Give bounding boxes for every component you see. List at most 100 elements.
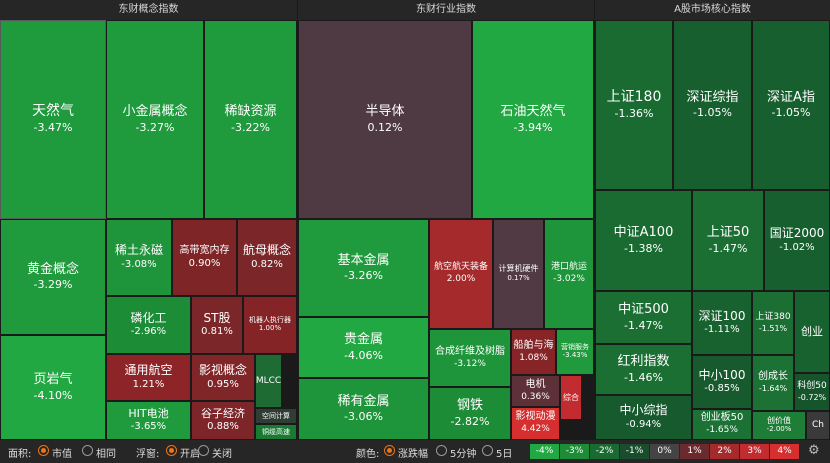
- area-label: 面积:: [8, 449, 32, 460]
- tile-36[interactable]: 深证A指 -1.05%: [752, 20, 830, 190]
- tile-change: -3.12%: [454, 358, 486, 369]
- area-marketcap-radio[interactable]: [38, 445, 49, 456]
- tile-31[interactable]: 电机 0.36%: [511, 375, 560, 407]
- tile-42[interactable]: 上证380 -1.51%: [752, 291, 794, 355]
- tile-change: -1.51%: [758, 323, 788, 333]
- tile-34[interactable]: 上证180 -1.36%: [595, 20, 673, 190]
- header-industry: 东财行业指数: [298, 0, 594, 20]
- gear-icon[interactable]: ⚙: [808, 443, 820, 458]
- tile-change: 1.08%: [519, 352, 548, 363]
- area-equal-radio[interactable]: [82, 445, 93, 456]
- tile-name: 谷子经济: [201, 406, 245, 420]
- tile-name: 港口航运: [550, 262, 587, 273]
- legend-swatch: 1%: [680, 444, 709, 459]
- tile-change: 0.17%: [507, 273, 530, 282]
- tile-5[interactable]: 页岩气 -4.10%: [0, 335, 106, 440]
- area-marketcap-label[interactable]: 市值: [52, 449, 72, 460]
- tile-name: 空间计算: [262, 411, 290, 420]
- tile-16[interactable]: 谷子经济 0.88%: [191, 401, 255, 440]
- tile-20[interactable]: 石油天然气 -3.94%: [472, 20, 594, 219]
- legend-swatch: -4%: [530, 444, 559, 459]
- tile-39[interactable]: 国证2000 -1.02%: [764, 190, 830, 291]
- tile-name: 稀缺资源: [224, 104, 277, 119]
- float-on-label[interactable]: 开启: [180, 449, 200, 460]
- tile-22[interactable]: 航空航天装备 2.00%: [429, 219, 493, 329]
- tile-48[interactable]: 中小综指 -0.94%: [595, 395, 692, 440]
- color-5day-radio[interactable]: [482, 445, 493, 456]
- legend-swatch: -1%: [620, 444, 649, 459]
- tile-11[interactable]: 机器人执行器 1.00%: [243, 296, 297, 354]
- tile-change: -3.22%: [231, 120, 270, 134]
- tile-12[interactable]: 通用航空 1.21%: [106, 354, 191, 401]
- tile-23[interactable]: 计算机硬件 0.17%: [493, 219, 544, 329]
- tile-18[interactable]: 铜缆高速: [255, 424, 297, 440]
- tile-name: Ch: [812, 420, 824, 431]
- color-5day-label[interactable]: 5日: [496, 449, 513, 460]
- tile-change: -3.26%: [344, 269, 383, 283]
- tile-6[interactable]: 稀土永磁 -3.08%: [106, 219, 172, 296]
- tile-change: 0.90%: [188, 257, 221, 269]
- tile-name: 小金属概念: [122, 104, 188, 119]
- float-on-radio[interactable]: [166, 445, 177, 456]
- tile-name: 影视概念: [198, 363, 247, 378]
- tile-name: 通用航空: [124, 363, 173, 378]
- tile-35[interactable]: 深证综指 -1.05%: [673, 20, 752, 190]
- tile-17[interactable]: 空间计算: [255, 408, 297, 424]
- tile-46[interactable]: 创成长 -1.64%: [752, 355, 794, 411]
- tile-10[interactable]: ST股 0.81%: [191, 296, 243, 354]
- tile-51[interactable]: Ch: [806, 411, 830, 440]
- tile-45[interactable]: 中小100 -0.85%: [692, 355, 752, 409]
- tile-38[interactable]: 上证50 -1.47%: [692, 190, 764, 291]
- tile-change: -1.02%: [779, 241, 815, 253]
- tile-49[interactable]: 创业板50 -1.65%: [692, 409, 752, 440]
- tile-27[interactable]: 船舶与海 1.08%: [511, 329, 556, 375]
- tile-21[interactable]: 基本金属 -3.26%: [298, 219, 429, 317]
- color-label: 颜色:: [356, 449, 380, 460]
- tile-19[interactable]: 半导体 0.12%: [298, 20, 472, 219]
- tile-8[interactable]: 航母概念 0.82%: [237, 219, 297, 296]
- tile-43[interactable]: 创业: [794, 291, 830, 373]
- tile-30[interactable]: 钢铁 -2.82%: [429, 387, 511, 440]
- tile-9[interactable]: 磷化工 -2.96%: [106, 296, 191, 354]
- tile-name: 稀土永磁: [114, 243, 163, 258]
- tile-change: -4.06%: [344, 348, 383, 362]
- tile-name: 营销服务: [561, 342, 589, 351]
- tile-26[interactable]: 合成纤维及树脂 -3.12%: [429, 329, 511, 387]
- tile-33[interactable]: 影视动漫 4.42%: [511, 407, 560, 440]
- tile-7[interactable]: 高带宽内存 0.90%: [172, 219, 237, 296]
- tile-change: -3.29%: [33, 278, 73, 292]
- legend-swatch: 3%: [740, 444, 769, 459]
- tile-change: -3.65%: [130, 421, 167, 433]
- float-off-label[interactable]: 关闭: [212, 449, 232, 460]
- tile-40[interactable]: 中证500 -1.47%: [595, 291, 692, 344]
- tile-50[interactable]: 创价值 -2.00%: [752, 411, 806, 440]
- tile-32[interactable]: 综合: [560, 375, 582, 420]
- color-5min-radio[interactable]: [436, 445, 447, 456]
- float-off-radio[interactable]: [198, 445, 209, 456]
- color-5min-label[interactable]: 5分钟: [450, 449, 477, 460]
- tile-change: -3.08%: [121, 258, 157, 270]
- tile-change: -3.47%: [33, 121, 73, 135]
- tile-44[interactable]: 红利指数 -1.46%: [595, 344, 692, 395]
- tile-24[interactable]: 港口航运 -3.02%: [544, 219, 594, 329]
- tile-name: 天然气: [32, 103, 74, 120]
- tile-41[interactable]: 深证100 -1.11%: [692, 291, 752, 355]
- tile-28[interactable]: 营销服务 -3.43%: [556, 329, 594, 375]
- area-equal-label[interactable]: 相同: [96, 449, 116, 460]
- tile-29[interactable]: 稀有金属 -3.06%: [298, 378, 429, 440]
- tile-37[interactable]: 中证A100 -1.38%: [595, 190, 692, 291]
- color-change-radio[interactable]: [384, 445, 395, 456]
- tile-15[interactable]: HIT电池 -3.65%: [106, 401, 191, 440]
- tile-2[interactable]: 小金属概念 -3.27%: [106, 20, 204, 219]
- tile-change: -1.05%: [693, 106, 732, 120]
- tile-13[interactable]: 影视概念 0.95%: [191, 354, 255, 401]
- tile-14[interactable]: MLCC: [255, 354, 282, 408]
- tile-name: 页岩气: [33, 372, 73, 387]
- tile-4[interactable]: 黄金概念 -3.29%: [0, 219, 106, 335]
- tile-47[interactable]: 科创50 -0.72%: [794, 373, 830, 411]
- tile-3[interactable]: 稀缺资源 -3.22%: [204, 20, 297, 219]
- tile-1[interactable]: 天然气 -3.47%: [0, 20, 106, 219]
- header-concept: 东财概念指数: [0, 0, 297, 20]
- tile-25[interactable]: 贵金属 -4.06%: [298, 317, 429, 378]
- color-change-label[interactable]: 涨跌幅: [398, 449, 428, 460]
